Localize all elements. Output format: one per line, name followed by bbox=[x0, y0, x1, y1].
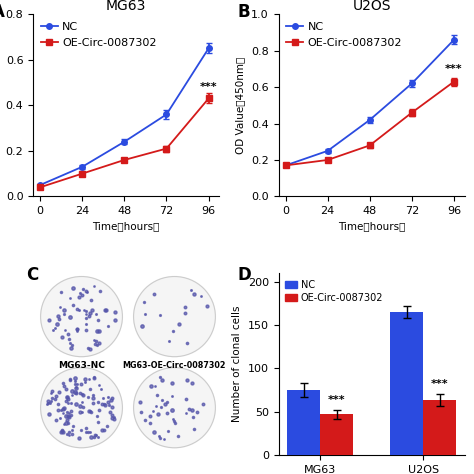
Text: ***: *** bbox=[200, 82, 218, 91]
X-axis label: Time（hours）: Time（hours） bbox=[338, 222, 405, 232]
Bar bbox=[320, 414, 353, 455]
Text: ***: *** bbox=[431, 379, 448, 389]
Title: MG63: MG63 bbox=[106, 0, 146, 13]
Text: A: A bbox=[0, 3, 5, 21]
Title: U2OS: U2OS bbox=[352, 0, 391, 13]
Circle shape bbox=[134, 276, 215, 356]
X-axis label: Time（hours）: Time（hours） bbox=[92, 222, 160, 232]
Legend: NC, OE-Circ-0087302: NC, OE-Circ-0087302 bbox=[283, 278, 385, 305]
Y-axis label: OD Value（450nm）: OD Value（450nm） bbox=[236, 57, 246, 154]
Circle shape bbox=[41, 368, 122, 448]
Text: ***: *** bbox=[445, 64, 463, 74]
Bar bbox=[287, 390, 320, 455]
Circle shape bbox=[134, 368, 215, 448]
Text: D: D bbox=[237, 265, 251, 283]
Text: MG63-OE-Circ-0087302: MG63-OE-Circ-0087302 bbox=[123, 361, 226, 370]
Legend: NC, OE-Circ-0087302: NC, OE-Circ-0087302 bbox=[284, 20, 404, 50]
Text: C: C bbox=[26, 265, 38, 283]
Text: MG63-NC: MG63-NC bbox=[58, 361, 105, 370]
Text: ***: *** bbox=[328, 395, 346, 405]
Circle shape bbox=[41, 276, 122, 356]
Text: B: B bbox=[237, 3, 250, 21]
Bar bbox=[423, 401, 456, 455]
Bar bbox=[390, 312, 423, 455]
Y-axis label: Number of clonal cells: Number of clonal cells bbox=[232, 306, 242, 422]
Legend: NC, OE-Circ-0087302: NC, OE-Circ-0087302 bbox=[39, 20, 159, 50]
